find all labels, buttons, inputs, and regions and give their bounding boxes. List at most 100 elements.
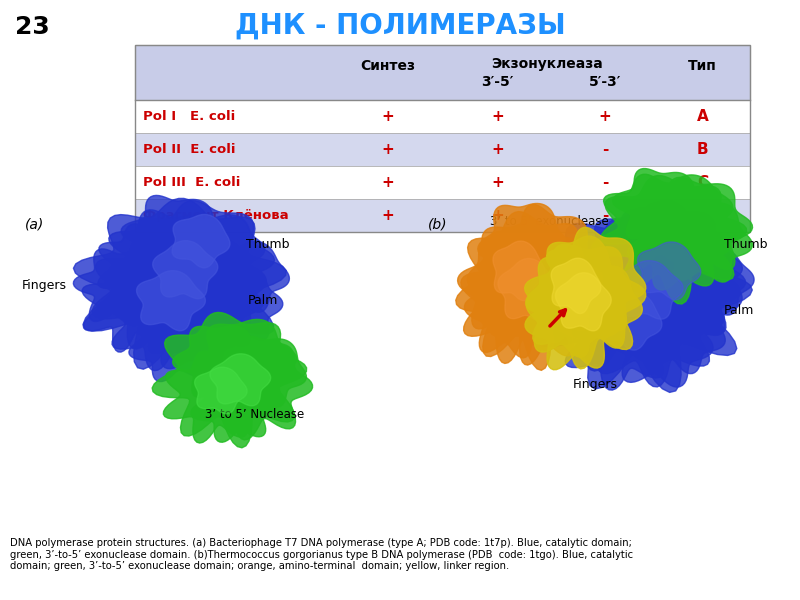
Polygon shape — [551, 258, 601, 314]
Text: Фрагмент Клёнова: Фрагмент Клёнова — [143, 209, 289, 222]
Text: +: + — [381, 142, 394, 157]
Polygon shape — [214, 241, 290, 312]
Polygon shape — [555, 273, 611, 331]
Polygon shape — [121, 196, 225, 278]
Polygon shape — [555, 266, 642, 348]
Polygon shape — [678, 246, 754, 315]
Polygon shape — [609, 203, 733, 313]
Polygon shape — [198, 338, 313, 440]
Text: C: C — [697, 175, 708, 190]
Polygon shape — [173, 326, 265, 398]
Text: Fingers: Fingers — [22, 278, 67, 292]
Text: +: + — [381, 175, 394, 190]
Polygon shape — [109, 276, 222, 371]
Text: Pol III  E. coli: Pol III E. coli — [143, 176, 240, 189]
Polygon shape — [210, 354, 270, 406]
Polygon shape — [74, 199, 286, 371]
Polygon shape — [109, 210, 222, 307]
Text: ДНК - ПОЛИМЕРАЗЫ: ДНК - ПОЛИМЕРАЗЫ — [234, 12, 566, 40]
Polygon shape — [163, 351, 266, 443]
Polygon shape — [661, 259, 742, 335]
Polygon shape — [601, 174, 709, 269]
Text: 23: 23 — [15, 15, 50, 39]
Text: Pol II  E. coli: Pol II E. coli — [143, 143, 235, 156]
Polygon shape — [490, 251, 591, 365]
Bar — [135, 199, 750, 232]
Text: +: + — [598, 109, 611, 124]
Polygon shape — [581, 214, 746, 354]
Text: 3′-5′: 3′-5′ — [482, 75, 514, 89]
Text: -: - — [602, 208, 608, 223]
Polygon shape — [526, 274, 605, 357]
Polygon shape — [467, 221, 571, 325]
Text: (b): (b) — [428, 218, 447, 232]
Text: 3’ to 5’ Nuclease: 3’ to 5’ Nuclease — [205, 408, 304, 421]
Polygon shape — [622, 200, 702, 273]
Polygon shape — [630, 290, 726, 374]
Polygon shape — [584, 213, 675, 292]
Bar — [135, 166, 750, 199]
Polygon shape — [628, 205, 731, 290]
Text: Тип: Тип — [688, 59, 717, 73]
Polygon shape — [647, 232, 742, 313]
Polygon shape — [488, 205, 602, 331]
Polygon shape — [196, 269, 282, 344]
Text: DNA polymerase protein structures. (a) Bacteriophage T7 DNA polymerase (type A; : DNA polymerase protein structures. (a) B… — [10, 538, 633, 571]
Polygon shape — [528, 208, 752, 392]
Polygon shape — [546, 245, 683, 371]
Polygon shape — [465, 267, 552, 358]
Text: A: A — [697, 109, 708, 124]
Text: -: - — [602, 142, 608, 157]
Polygon shape — [542, 236, 618, 320]
Polygon shape — [142, 292, 245, 371]
Polygon shape — [600, 292, 662, 350]
Polygon shape — [567, 219, 680, 323]
Polygon shape — [174, 215, 265, 289]
Polygon shape — [478, 203, 570, 290]
Text: B: B — [697, 142, 708, 157]
Text: Синтез: Синтез — [360, 59, 415, 73]
Text: (a): (a) — [25, 218, 44, 232]
Polygon shape — [613, 169, 703, 245]
Polygon shape — [172, 214, 230, 268]
Text: -: - — [602, 175, 608, 190]
Polygon shape — [603, 298, 713, 387]
Polygon shape — [561, 288, 680, 390]
Bar — [135, 45, 750, 100]
Polygon shape — [544, 227, 646, 337]
Polygon shape — [153, 241, 218, 299]
Polygon shape — [154, 239, 266, 337]
Polygon shape — [555, 247, 653, 328]
Polygon shape — [630, 252, 739, 344]
Text: Экзонуклеаза: Экзонуклеаза — [492, 57, 603, 71]
Text: +: + — [491, 208, 504, 223]
Polygon shape — [126, 251, 263, 365]
Polygon shape — [526, 253, 614, 342]
Text: 5′-3′: 5′-3′ — [589, 75, 621, 89]
Polygon shape — [506, 238, 603, 338]
Polygon shape — [525, 244, 646, 369]
Polygon shape — [221, 337, 306, 407]
Polygon shape — [498, 259, 558, 321]
Text: +: + — [491, 142, 504, 157]
Bar — [135, 133, 750, 166]
Text: Palm: Palm — [248, 293, 278, 307]
Polygon shape — [614, 260, 683, 319]
Polygon shape — [592, 176, 746, 304]
Text: Fingers: Fingers — [573, 378, 618, 391]
Polygon shape — [493, 241, 545, 301]
Text: Thumb: Thumb — [724, 238, 767, 251]
Polygon shape — [574, 261, 725, 387]
Text: Thumb: Thumb — [246, 238, 290, 251]
Polygon shape — [82, 264, 179, 352]
Text: +: + — [381, 109, 394, 124]
Polygon shape — [129, 313, 221, 382]
Polygon shape — [639, 178, 753, 280]
Polygon shape — [98, 224, 193, 310]
Polygon shape — [92, 235, 217, 349]
Polygon shape — [191, 372, 278, 442]
Bar — [135, 45, 750, 232]
Polygon shape — [525, 275, 623, 370]
Polygon shape — [194, 367, 247, 414]
Bar — [135, 100, 750, 133]
